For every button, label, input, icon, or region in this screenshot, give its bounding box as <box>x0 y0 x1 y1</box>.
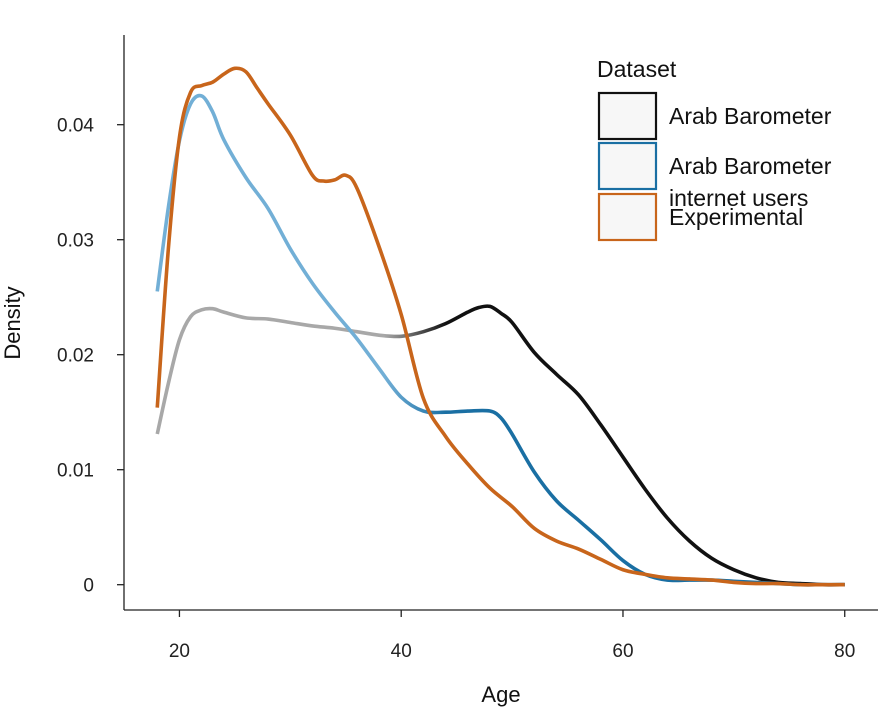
y-tick-label: 0 <box>83 576 94 597</box>
y-ticks: 0 0.01 0.02 0.03 0.04 <box>57 116 124 597</box>
legend-label: Arab Barometer <box>669 153 832 179</box>
axes <box>123 35 878 611</box>
legend-entries: Arab Barometer Arab Barometer internet use… <box>597 91 832 242</box>
y-axis-title: Density <box>0 286 25 359</box>
legend-label: Experimental <box>669 204 803 230</box>
legend-swatch <box>597 141 658 191</box>
series-line-experimental <box>155 66 845 587</box>
y-tick-label: 0.01 <box>57 461 94 482</box>
y-tick-label: 0.02 <box>57 346 94 367</box>
y-tick-label: 0.04 <box>57 116 94 137</box>
y-tick-label: 0.03 <box>57 231 94 252</box>
x-tick-label: 80 <box>834 641 855 662</box>
x-tick-label: 20 <box>169 641 190 662</box>
legend-swatch <box>597 91 658 141</box>
series-layer <box>155 66 845 587</box>
legend: Dataset Arab Barometer Arab Barometer inte… <box>597 56 832 242</box>
legend-label: Arab Barometer <box>669 103 832 129</box>
legend-title: Dataset <box>597 56 677 82</box>
x-ticks: 20 40 60 80 <box>169 610 855 662</box>
x-axis-title: Age <box>481 682 520 707</box>
x-tick-label: 60 <box>612 641 633 662</box>
x-tick-label: 40 <box>391 641 412 662</box>
series-line-arab-barometer <box>155 304 845 587</box>
legend-label: internet users <box>669 185 808 211</box>
legend-swatch <box>597 192 658 242</box>
